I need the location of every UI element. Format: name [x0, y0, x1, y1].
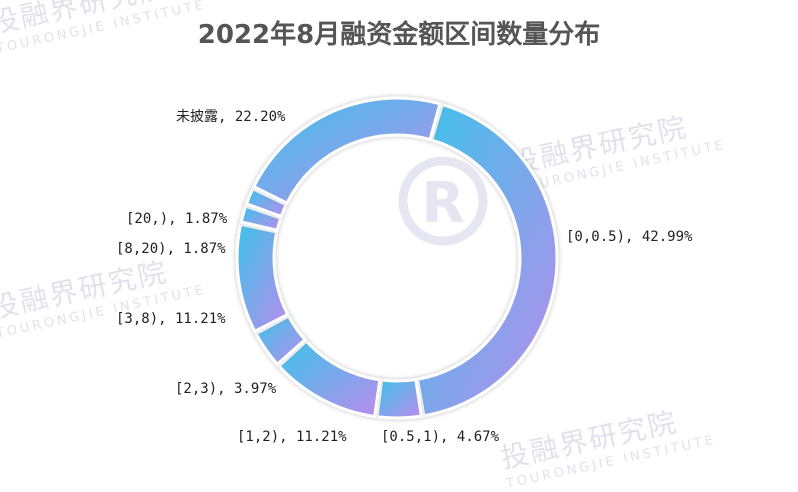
slice-[1,2): [276, 338, 382, 419]
slice-[3,8): [235, 222, 290, 334]
chart-title: 2022年8月融资金额区间数量分布: [197, 20, 601, 50]
slice-label: [20,), 1.87%: [126, 211, 228, 227]
svg-text:R: R: [421, 171, 464, 236]
slice-[0,0.5): [415, 102, 559, 418]
slice-label: [3,8), 11.21%: [116, 311, 226, 327]
slice-label: [1,2), 11.21%: [237, 429, 347, 445]
slices: [235, 96, 559, 420]
slice-label: [8,20), 1.87%: [116, 241, 226, 257]
slice-未披露: [251, 96, 442, 206]
slice-[0.5,1): [375, 377, 424, 420]
slice-label: 未披露, 22.20%: [176, 109, 286, 125]
slice-[20,): [244, 186, 289, 219]
slice-label: [2,3), 3.97%: [175, 381, 277, 397]
slice-label: [0.5,1), 4.67%: [381, 429, 500, 445]
slice-[2,3): [253, 314, 308, 367]
donut-chart: R [0,0.5), 42.99% [0.5,1), 4.67% [1,2), 11…: [116, 96, 693, 445]
logo-watermark: R: [398, 156, 488, 246]
labels: [0,0.5), 42.99% [0.5,1), 4.67% [1,2), 11.2…: [116, 109, 693, 445]
slice-[8,20): [239, 204, 283, 233]
slice-label: [0,0.5), 42.99%: [566, 229, 693, 245]
